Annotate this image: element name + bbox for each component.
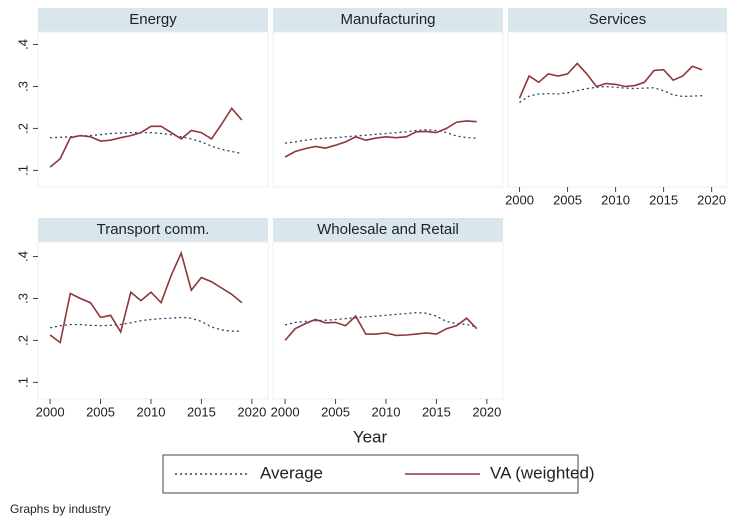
x-tick-label: 2005 xyxy=(553,192,582,207)
series-line xyxy=(50,131,242,155)
x-tick-label: 2010 xyxy=(601,192,630,207)
panel-title: Energy xyxy=(129,11,177,28)
x-tick-label: 2005 xyxy=(86,404,115,419)
x-tick-label: 2000 xyxy=(271,404,300,419)
plot-area xyxy=(37,31,269,188)
series-line xyxy=(49,316,242,332)
x-tick-label: 2010 xyxy=(137,404,166,419)
x-tick-label: 2015 xyxy=(422,404,451,419)
x-tick-label: 2010 xyxy=(372,404,401,419)
x-tick-label: 2000 xyxy=(36,404,65,419)
legend-label: Average xyxy=(260,463,323,482)
x-tick-label: 2015 xyxy=(187,404,216,419)
y-tick-label: .3 xyxy=(15,81,30,92)
series-line xyxy=(285,129,477,144)
series-line xyxy=(49,106,243,168)
panel-title: Manufacturing xyxy=(340,11,435,28)
series-line xyxy=(518,62,703,99)
legend-label: VA (weighted) xyxy=(490,463,595,482)
panel-header xyxy=(38,8,268,32)
series-line xyxy=(519,85,703,103)
plot-area xyxy=(272,31,504,188)
panel-header xyxy=(38,218,268,242)
panel-header xyxy=(273,8,503,32)
y-tick-label: .4 xyxy=(15,251,30,262)
series-line xyxy=(284,314,478,341)
y-tick-label: .1 xyxy=(15,377,30,388)
y-tick-label: .3 xyxy=(15,293,30,304)
panel-header xyxy=(508,8,727,32)
plot-area xyxy=(507,31,728,188)
series-line xyxy=(284,120,477,158)
x-axis-label: Year xyxy=(353,427,388,446)
panel-title: Services xyxy=(589,11,647,28)
y-tick-label: .2 xyxy=(15,335,30,346)
x-tick-label: 2005 xyxy=(321,404,350,419)
y-tick-label: .4 xyxy=(15,39,30,50)
x-tick-label: 2020 xyxy=(697,192,726,207)
x-tick-label: 2015 xyxy=(649,192,678,207)
panel-header xyxy=(273,218,503,242)
note: Graphs by industry xyxy=(10,502,111,516)
y-tick-label: .2 xyxy=(15,123,30,134)
x-tick-label: 2000 xyxy=(505,192,534,207)
panel-title: Transport comm. xyxy=(97,221,210,238)
y-tick-label: .1 xyxy=(15,165,30,176)
x-tick-label: 2020 xyxy=(237,404,266,419)
x-tick-label: 2020 xyxy=(472,404,501,419)
series-line xyxy=(49,250,243,344)
panel-title: Wholesale and Retail xyxy=(317,221,459,238)
legend-box xyxy=(162,454,579,494)
plot-area xyxy=(37,241,269,400)
series-line xyxy=(284,312,477,328)
